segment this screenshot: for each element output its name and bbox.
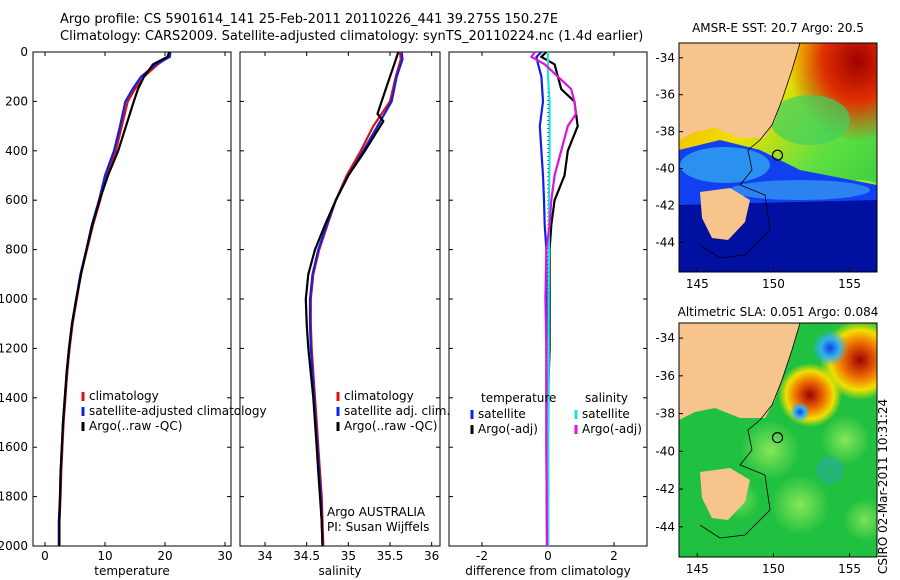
temperature-legend-label: Argo(..raw -QC): [89, 419, 182, 433]
depth-tick-label: 2000: [0, 539, 28, 553]
sst-map-latitude-label: -40: [655, 162, 675, 176]
difference-xtick-label: 2: [610, 549, 618, 563]
sst-map-latitude-label: -42: [655, 199, 675, 213]
temperature-panel: 0 200 400 600 800 1000 1200 1400 1600 1800 2000 0 10…: [0, 45, 267, 578]
temperature-plot-frame: [32, 51, 232, 547]
sla-map-ticks: 145 150 155 -34 -36 -38 -40 -42 -44: [655, 331, 861, 576]
difference-legend-label: Argo(-adj): [478, 422, 538, 436]
salinity-xtick-label: 36: [424, 549, 439, 563]
difference-series-salinity-satellite: [546, 52, 551, 546]
sst-map-ticks: 145 150 155 -34 -36 -38 -40 -42 -44: [655, 51, 861, 291]
sla-map-latitude-label: -40: [655, 444, 675, 458]
temperature-xtick-label: 20: [157, 549, 172, 563]
depth-tick-label: 1800: [0, 490, 28, 504]
sla-map-title: Altimetric SLA: 0.051 Argo: 0.084: [678, 305, 879, 319]
depth-tick-label: 1200: [0, 341, 28, 355]
salinity-series-satellite-adj-clim-: [308, 51, 404, 547]
sst-map-longitude-label: 155: [838, 277, 861, 291]
sst-map: [679, 43, 877, 272]
salinity-series-argo-raw-qc-: [304, 51, 400, 547]
depth-tick-label: 400: [5, 144, 28, 158]
sla-map-latitude-label: -44: [655, 520, 675, 534]
depth-tick-label: 1000: [0, 292, 28, 306]
sla-map-latitude-label: -36: [655, 369, 675, 383]
difference-series-salinity-argo-adj-: [529, 51, 578, 547]
sst-map-latitude-label: -36: [655, 88, 675, 102]
sla-map: [679, 323, 877, 557]
temperature-xtick-label: 10: [97, 549, 112, 563]
salinity-plot-frame: [239, 51, 441, 547]
salinity-xtick-label: 34.5: [293, 549, 320, 563]
salinity-x-axis-label: salinity: [318, 564, 361, 578]
depth-tick-label: 0: [20, 45, 28, 59]
depth-tick-label: 1400: [0, 391, 28, 405]
salinity-xtick-label: 35: [341, 549, 356, 563]
sst-map-longitude-label: 150: [762, 277, 785, 291]
sst-map-latitude-label: -44: [655, 235, 675, 249]
salinity-legend-label: Argo(..raw -QC): [344, 419, 437, 433]
difference-legend-label: satellite: [478, 407, 526, 421]
figure-title-line2: Climatology: CARS2009. Satellite-adjuste…: [60, 29, 644, 44]
sla-map-longitude-label: 155: [838, 562, 861, 576]
depth-tick-label: 1600: [0, 440, 28, 454]
sst-argo-position-marker: [771, 149, 784, 161]
salinity-legend-label: climatology: [344, 389, 414, 403]
temperature-legend-label: climatology: [89, 389, 159, 403]
salinity-series-climatology: [309, 51, 402, 547]
sst-map-latitude-label: -38: [655, 125, 675, 139]
sla-map-longitude-label: 145: [686, 562, 709, 576]
sla-map-longitude-label: 150: [762, 562, 785, 576]
sst-map-frame: [678, 42, 878, 273]
depth-tick-label: 800: [5, 243, 28, 257]
salinity-xtick-label: 34: [257, 549, 272, 563]
difference-xtick-label: -2: [476, 549, 488, 563]
difference-legend-right-title: salinity: [585, 391, 628, 405]
temperature-legend-label: satellite-adjusted climatology: [89, 404, 267, 418]
difference-x-axis-label: difference from climatology: [465, 564, 631, 578]
sla-map-latitude-label: -34: [655, 331, 675, 345]
salinity-xtick-label: 35.5: [377, 549, 404, 563]
temperature-x-axis-label: temperature: [94, 564, 169, 578]
sla-map-latitude-label: -38: [655, 407, 675, 421]
difference-xtick-label: 0: [544, 549, 552, 563]
sla-map-latitude-label: -42: [655, 482, 675, 496]
temperature-xtick-label: 0: [41, 549, 49, 563]
sst-map-longitude-label: 145: [686, 277, 709, 291]
sst-map-latitude-label: -34: [655, 51, 675, 65]
difference-legend-label: Argo(-adj): [582, 422, 642, 436]
difference-legend-left-title: temperature: [481, 391, 556, 405]
figure-title-line1: Argo profile: CS 5901614_141 25-Feb-2011…: [60, 12, 559, 27]
salinity-legend-label: satellite adj. clim.: [344, 404, 450, 418]
difference-legend-label: satellite: [582, 407, 630, 421]
depth-tick-label: 200: [5, 94, 28, 108]
sst-map-title: AMSR-E SST: 20.7 Argo: 20.5: [692, 21, 864, 35]
sla-argo-position-marker: [771, 432, 784, 444]
salinity-panel: 34 34.5 35 35.5 36 salinity climatologysatelli…: [239, 51, 450, 578]
temperature-series-argo-raw-qc-: [58, 51, 171, 546]
temperature-xtick-label: 30: [217, 549, 232, 563]
argo-annotation-line: Argo AUSTRALIA: [327, 505, 426, 519]
argo-annotation-line: PI: Susan Wijffels: [327, 520, 429, 534]
depth-tick-label: 600: [5, 193, 28, 207]
sla-map-frame: [678, 322, 878, 558]
